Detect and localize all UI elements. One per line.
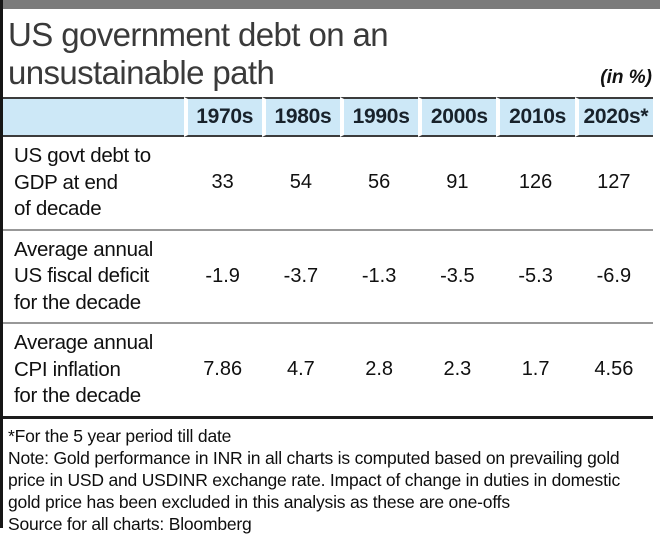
data-cell: -1.3 — [340, 228, 419, 323]
data-cell: 56 — [368, 171, 391, 194]
data-cell: -6.9 — [574, 228, 653, 323]
row-label-debt-to-gdp: US govt debt to GDP at end of decade — [14, 144, 151, 220]
footnote-source: Source for all charts: Bloomberg — [8, 513, 252, 534]
data-cell: 1.7 — [496, 322, 575, 416]
unit-label: (in %) — [600, 67, 652, 88]
data-cell: 91 — [446, 171, 469, 194]
column-header-1980s: 1980s — [261, 97, 341, 137]
data-cell: 33 — [211, 171, 234, 194]
data-cell: 127 — [597, 171, 631, 194]
table-row-debt-to-gdp: US govt debt to GDP at end of decade 33 … — [3, 137, 653, 229]
footnote-asterisk: *For the 5 year period till date — [8, 425, 232, 446]
data-cell: -5.3 — [496, 228, 575, 323]
top-accent-bar — [3, 0, 660, 9]
footnotes: *For the 5 year period till date Note: G… — [3, 419, 660, 535]
column-header-1990s: 1990s — [340, 97, 419, 137]
title-area: US government debt on an unsustainable p… — [3, 9, 660, 97]
column-header-2020s: 2020s* — [574, 97, 653, 137]
column-header-blank — [3, 97, 184, 137]
data-cell: 7.86 — [183, 322, 262, 416]
data-cell: 54 — [289, 171, 313, 194]
footnote-note: Note: Gold performance in INR in all cha… — [8, 447, 620, 512]
data-cell: -1.9 — [183, 228, 262, 323]
data-cell: 4.56 — [574, 322, 653, 416]
chart-title: US government debt on an unsustainable p… — [8, 16, 389, 91]
column-header-2010s: 2010s — [496, 97, 575, 137]
row-label-fiscal-deficit: Average annual US fiscal deficit for the… — [3, 228, 184, 323]
table-row-fiscal-deficit: Average annual US fiscal deficit for the… — [3, 228, 653, 323]
table-header-row: 1970s 1980s 1990s 2000s 2010s 2020s* — [3, 97, 653, 137]
row-label-cpi-inflation: Average annual CPI inflation for the dec… — [3, 322, 184, 416]
table-row-cpi-inflation: Average annual CPI inflation for the dec… — [3, 322, 653, 416]
data-cell: 126 — [518, 171, 553, 194]
data-cell: 4.7 — [261, 322, 341, 416]
column-header-2000s: 2000s — [418, 97, 497, 137]
debt-metrics-table: 1970s 1980s 1990s 2000s 2010s 2020s* US … — [3, 97, 653, 419]
data-cell: 2.8 — [340, 322, 419, 416]
data-cell: -3.7 — [261, 228, 341, 323]
data-cell: 2.3 — [418, 322, 497, 416]
column-header-1970s: 1970s — [183, 97, 262, 137]
data-cell: -3.5 — [418, 228, 497, 323]
